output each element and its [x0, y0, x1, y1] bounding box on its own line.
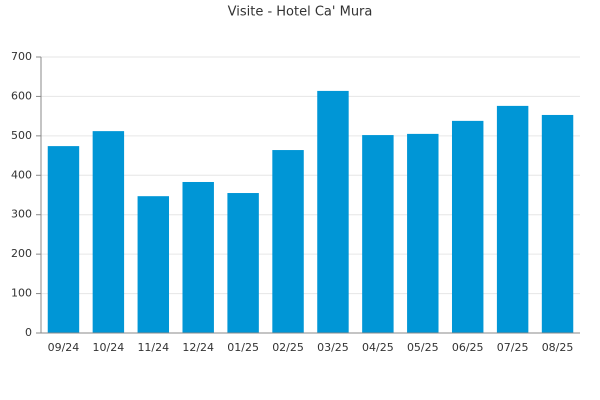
- x-tick-label: 12/24: [182, 341, 214, 354]
- x-tick-label: 04/25: [362, 341, 394, 354]
- y-tick-label: 200: [11, 247, 32, 260]
- x-tick-label: 11/24: [137, 341, 169, 354]
- x-tick-label: 01/25: [227, 341, 259, 354]
- bar: [47, 146, 80, 333]
- bar: [137, 196, 170, 333]
- y-tick-label: 500: [11, 129, 32, 142]
- x-tick-label: 06/25: [452, 341, 484, 354]
- bar: [272, 150, 304, 333]
- bar: [362, 135, 394, 333]
- bar: [92, 131, 125, 333]
- bar: [182, 181, 214, 333]
- y-tick-label: 300: [11, 208, 32, 221]
- bar: [451, 120, 484, 333]
- x-tick-label: 07/25: [497, 341, 529, 354]
- x-tick-label: 10/24: [93, 341, 125, 354]
- y-tick-label: 100: [11, 287, 32, 300]
- x-tick-label: 08/25: [542, 341, 574, 354]
- bar: [496, 105, 529, 334]
- bar: [407, 133, 439, 333]
- bar: [227, 193, 259, 333]
- chart-title: Visite - Hotel Ca' Mura: [228, 5, 373, 20]
- bar: [317, 90, 349, 333]
- x-tick-label: 05/25: [407, 341, 439, 354]
- x-tick-label: 03/25: [317, 341, 349, 354]
- bar: [541, 114, 574, 334]
- y-tick-label: 0: [25, 326, 32, 339]
- y-tick-label: 400: [11, 168, 32, 181]
- y-tick-label: 600: [11, 89, 32, 102]
- y-tick-label: 700: [11, 50, 32, 63]
- x-tick-label: 09/24: [48, 341, 80, 354]
- x-tick-label: 02/25: [272, 341, 304, 354]
